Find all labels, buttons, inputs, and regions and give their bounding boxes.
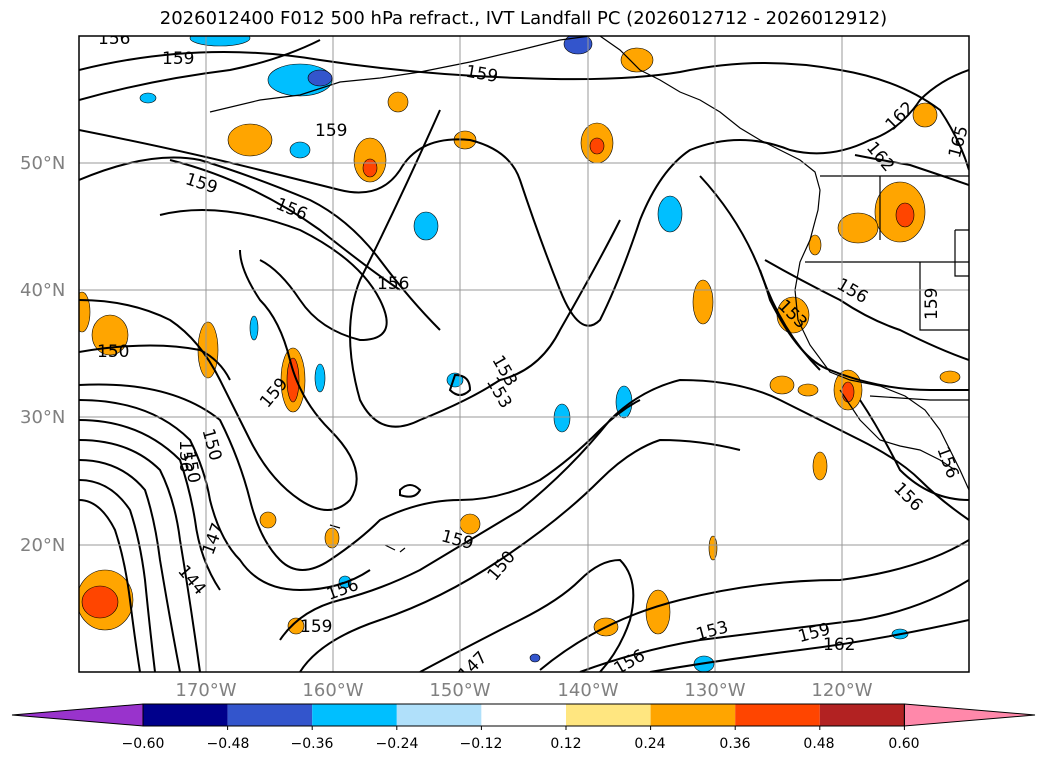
contour-label: 150 [484, 547, 520, 585]
contour-lines [79, 39, 969, 672]
colorbar-tick: 0.12 [550, 736, 582, 752]
gridlines [79, 36, 969, 672]
contour-label: 159 [922, 288, 942, 320]
contour-label: 156 [377, 274, 409, 294]
colorbar-tick: 0.36 [719, 736, 751, 752]
colorbar-tick: −0.60 [121, 736, 165, 752]
plot-area: 156 159 159 159 156 156 153 150 159 150 … [79, 29, 969, 672]
colorbar-tick: 0.48 [803, 736, 835, 752]
contour-label: 156 [889, 479, 926, 516]
colorbar-swatch [819, 704, 905, 726]
colorbar-frame [142, 703, 905, 727]
colorbar-tick: −0.36 [290, 736, 334, 752]
contour-label: 156 [175, 440, 195, 472]
anomaly-fills [79, 36, 961, 672]
contour-label: 159 [162, 49, 194, 69]
lat-label-20n: 20°N [20, 535, 66, 556]
contour-label: 159 [315, 121, 347, 141]
lon-label-160w: 160°W [302, 680, 364, 701]
colorbar-swatch [566, 704, 651, 726]
contour-label: 156 [98, 29, 130, 49]
lon-label-140w: 140°W [557, 680, 619, 701]
lon-label-150w: 150°W [429, 680, 491, 701]
colorbar-tick: 0.24 [634, 736, 666, 752]
colorbar-extend-low [11, 703, 144, 727]
colorbar-tick: −0.48 [206, 736, 250, 752]
contour-label: 147 [199, 520, 229, 557]
contour-label: 159 [464, 62, 499, 87]
colorbar-swatch [227, 704, 313, 726]
contour-label: 162 [862, 138, 898, 176]
lon-label-170w: 170°W [175, 680, 237, 701]
colorbar-swatch [312, 704, 397, 726]
colorbar-tick: −0.12 [459, 736, 503, 752]
contour-label: 150 [97, 342, 129, 362]
colorbar [11, 703, 1036, 730]
colorbar-swatch [650, 704, 736, 726]
colorbar-extend-high [903, 703, 1036, 727]
contour-label: 153 [774, 296, 811, 333]
contour-label: 162 [882, 98, 919, 135]
lat-label-40n: 40°N [20, 280, 66, 301]
lat-label-30n: 30°N [20, 407, 66, 428]
contour-label: 156 [833, 274, 871, 308]
plot-frame [78, 35, 970, 673]
contour-label: 156 [932, 444, 962, 481]
colorbar-tick: −0.24 [375, 736, 419, 752]
lat-label-50n: 50°N [20, 153, 66, 174]
lon-label-120w: 120°W [811, 680, 873, 701]
contour-label: 150 [198, 426, 226, 463]
contour-label: 144 [173, 561, 209, 599]
contour-label: 162 [823, 635, 855, 655]
contour-label: 156 [324, 575, 361, 605]
contour-label: 153 [694, 617, 731, 645]
colorbar-tick: 0.60 [888, 736, 920, 752]
contour-label: 150 [178, 449, 203, 484]
contour-labels: 156 159 159 159 156 156 153 150 159 150 … [97, 29, 969, 672]
colorbar-swatch [481, 704, 566, 726]
lon-label-130w: 130°W [684, 680, 746, 701]
contour-label: 159 [300, 617, 332, 637]
colorbar-swatch [143, 704, 228, 726]
colorbar-swatch [735, 704, 820, 726]
map-title: 2026012400 F012 500 hPa refract., IVT La… [159, 8, 888, 29]
colorbar-swatch [396, 704, 482, 726]
